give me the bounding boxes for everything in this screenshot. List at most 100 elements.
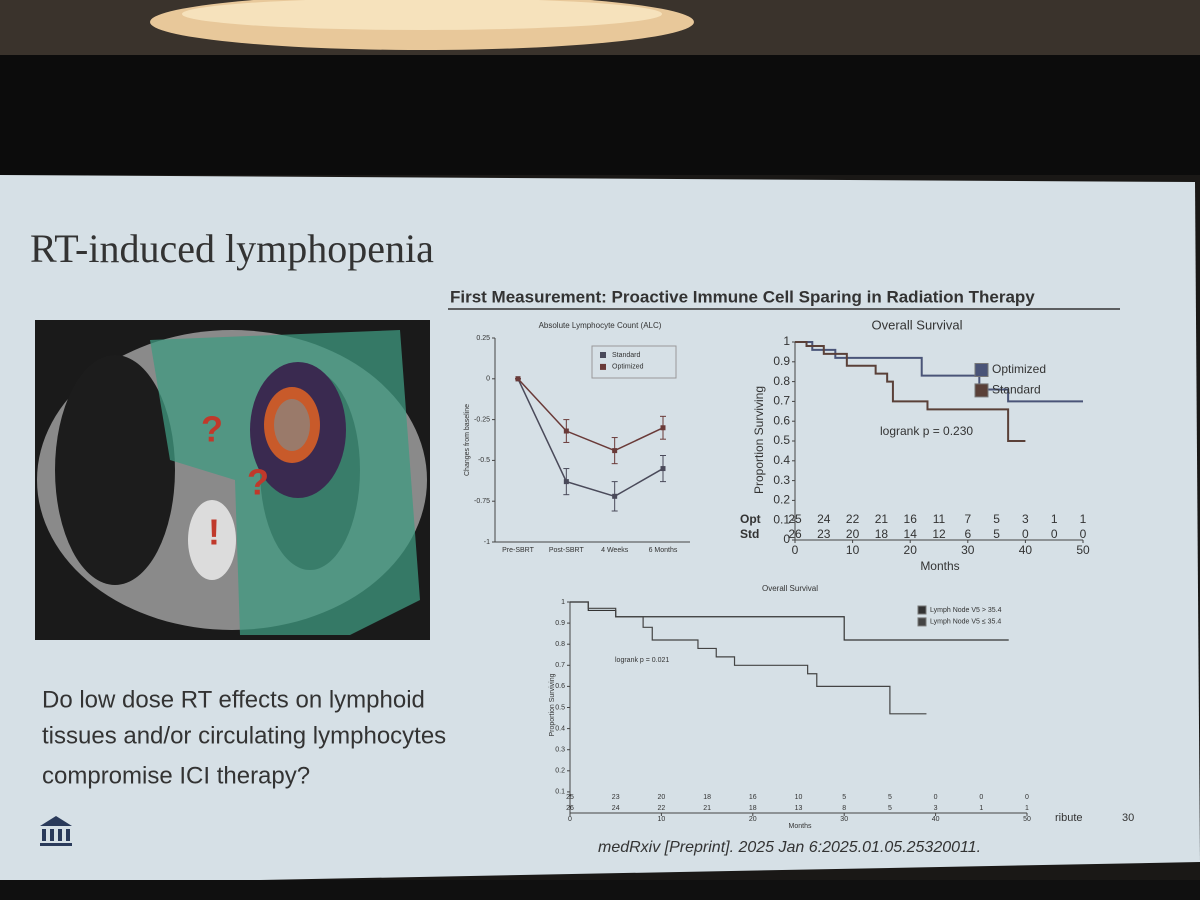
risk-count: 3 bbox=[934, 805, 938, 812]
x-tick-label: Post-SBRT bbox=[549, 547, 585, 554]
y-tick-label: 1 bbox=[783, 334, 790, 348]
lung-right bbox=[55, 355, 175, 585]
risk-row-label: Opt bbox=[740, 512, 761, 526]
x-tick-label: 40 bbox=[1019, 543, 1033, 557]
risk-count: 10 bbox=[795, 794, 803, 801]
y-tick-label: 0.8 bbox=[773, 374, 790, 388]
y-axis-label: Proportion Surviving bbox=[549, 673, 556, 736]
logo-col bbox=[42, 829, 46, 841]
legend-marker bbox=[917, 605, 927, 615]
legend-marker bbox=[917, 617, 927, 627]
y-tick-label: -0.25 bbox=[474, 416, 490, 423]
legend-marker bbox=[600, 352, 606, 358]
risk-count: 24 bbox=[612, 805, 620, 812]
risk-count: 0 bbox=[1022, 527, 1029, 541]
x-tick-label: 30 bbox=[961, 543, 975, 557]
risk-count: 24 bbox=[817, 512, 831, 526]
question-line: Do low dose RT effects on lymphoid bbox=[42, 686, 425, 713]
y-tick-label: 0.6 bbox=[773, 413, 790, 427]
risk-count: 11 bbox=[933, 512, 946, 526]
y-tick-label: 1 bbox=[561, 599, 565, 606]
annotation: logrank p = 0.021 bbox=[615, 657, 669, 664]
image-mark: ! bbox=[208, 512, 220, 553]
risk-count: 5 bbox=[842, 794, 846, 801]
legend-marker bbox=[974, 383, 989, 398]
risk-count: 0 bbox=[979, 794, 983, 801]
x-axis-label: Months bbox=[789, 823, 812, 830]
y-tick-label: 0.5 bbox=[555, 704, 565, 711]
risk-count: 3 bbox=[1022, 512, 1029, 526]
question-line: compromise ICI therapy? bbox=[42, 762, 310, 789]
y-tick-label: 0.6 bbox=[555, 683, 565, 690]
risk-count: 8 bbox=[842, 805, 846, 812]
risk-count: 18 bbox=[875, 527, 889, 541]
y-tick-label: -1 bbox=[484, 539, 490, 546]
chart-title: Absolute Lymphocyte Count (ALC) bbox=[539, 321, 662, 330]
y-tick-label: 0 bbox=[486, 376, 490, 383]
point bbox=[563, 428, 569, 434]
y-tick-label: 0.3 bbox=[773, 473, 790, 487]
legend-box bbox=[591, 345, 677, 379]
y-tick-label: 0.25 bbox=[476, 335, 490, 342]
legend-label: Optimized bbox=[992, 362, 1046, 376]
risk-count: 13 bbox=[795, 805, 803, 812]
logo-roof bbox=[40, 816, 72, 826]
chart-title: Overall Survival bbox=[871, 317, 962, 332]
risk-count: 14 bbox=[904, 527, 918, 541]
survival-curve bbox=[570, 601, 927, 715]
risk-count: 22 bbox=[658, 805, 666, 812]
x-tick-label: 20 bbox=[749, 816, 757, 823]
y-tick-label: 0.3 bbox=[555, 747, 565, 754]
y-tick-label: 0.8 bbox=[555, 641, 565, 648]
y-axis-label: Changes from baseline bbox=[464, 404, 471, 476]
y-tick-label: 0.1 bbox=[773, 512, 790, 526]
risk-count: 18 bbox=[703, 794, 711, 801]
risk-count: 20 bbox=[846, 527, 860, 541]
y-tick-label: 0.4 bbox=[555, 725, 565, 732]
y-tick-label: 0.5 bbox=[773, 433, 790, 447]
y-tick-label: 0.2 bbox=[555, 768, 565, 775]
risk-count: 25 bbox=[788, 512, 802, 526]
risk-count: 0 bbox=[1080, 527, 1087, 541]
risk-count: 16 bbox=[749, 794, 757, 801]
y-tick-label: 0.7 bbox=[773, 394, 790, 408]
risk-count: 7 bbox=[964, 512, 971, 526]
x-tick-label: Pre-SBRT bbox=[502, 547, 534, 554]
risk-count: 21 bbox=[875, 512, 889, 526]
y-tick-label: -0.75 bbox=[474, 498, 490, 505]
y-tick-label: 0 bbox=[783, 532, 790, 546]
x-tick-label: 30 bbox=[840, 816, 848, 823]
risk-count: 23 bbox=[817, 527, 831, 541]
point bbox=[563, 479, 569, 485]
tumor-core bbox=[274, 399, 310, 451]
risk-count: 6 bbox=[964, 527, 971, 541]
risk-count: 1 bbox=[979, 805, 983, 812]
risk-count: 0 bbox=[1025, 794, 1029, 801]
x-tick-label: 10 bbox=[846, 543, 860, 557]
question-line: tissues and/or circulating lymphocytes bbox=[42, 722, 446, 749]
risk-count: 5 bbox=[888, 805, 892, 812]
y-tick-label: 0.7 bbox=[555, 662, 565, 669]
risk-count: 1 bbox=[1080, 512, 1087, 526]
footer-fragment: ribute bbox=[1055, 812, 1083, 824]
point bbox=[612, 448, 618, 454]
logo-col bbox=[50, 829, 54, 841]
legend-label: Standard bbox=[992, 383, 1041, 397]
x-tick-label: 4 Weeks bbox=[601, 547, 629, 554]
x-axis-label: Months bbox=[920, 559, 959, 573]
chart-title: Overall Survival bbox=[762, 584, 818, 593]
series-line bbox=[517, 378, 664, 452]
point bbox=[660, 466, 666, 472]
image-mark: ? bbox=[201, 409, 223, 450]
risk-count: 5 bbox=[888, 794, 892, 801]
slide-number: 30 bbox=[1122, 812, 1134, 824]
risk-row-label: Std bbox=[740, 527, 759, 541]
lamp-inner bbox=[182, 0, 662, 30]
slide-title: RT-induced lymphopenia bbox=[30, 226, 434, 271]
x-tick-label: 0 bbox=[792, 543, 799, 557]
risk-count: 25 bbox=[566, 794, 574, 801]
annotation: logrank p = 0.230 bbox=[880, 424, 973, 438]
x-tick-label: 6 Months bbox=[649, 547, 678, 554]
